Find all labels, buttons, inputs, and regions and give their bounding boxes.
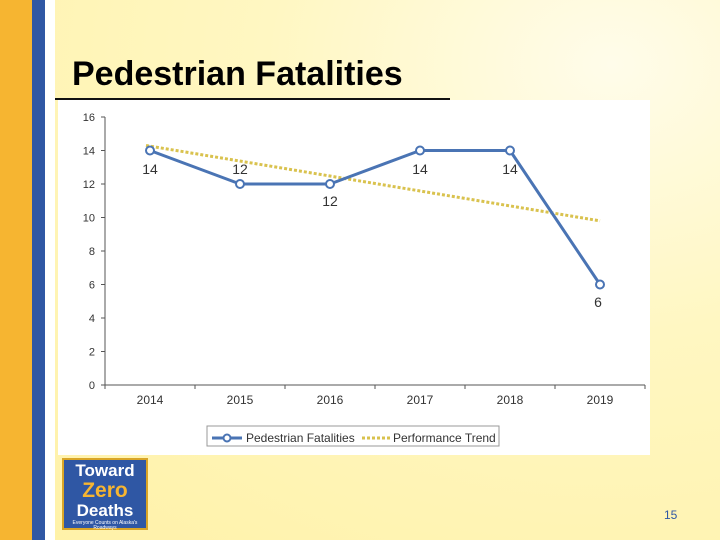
data-label: 14 — [412, 161, 428, 177]
x-tick-label: 2016 — [317, 393, 344, 407]
x-tick-label: 2015 — [227, 393, 254, 407]
performance-trend-series — [145, 143, 601, 223]
toward-zero-deaths-logo: Toward Zero Deaths Everyone Counts on Al… — [62, 458, 148, 531]
logo-text-zero: Zero — [82, 479, 128, 502]
data-point — [415, 145, 425, 156]
data-point — [595, 279, 605, 290]
x-tick-label: 2017 — [407, 393, 434, 407]
pedestrian-fatalities-series — [145, 145, 605, 290]
y-axis: 0 2 4 6 8 10 12 14 16 — [83, 112, 106, 392]
left-accent-bar-yellow — [0, 0, 32, 540]
legend-label-performance-trend: Performance Trend — [393, 431, 496, 445]
y-tick-label: 10 — [83, 213, 95, 225]
data-label: 14 — [502, 161, 518, 177]
page-number: 15 — [664, 508, 678, 522]
y-tick-label: 0 — [89, 380, 95, 392]
title-underline — [55, 98, 450, 100]
x-axis: 2014 2015 2016 2017 2018 2019 — [104, 384, 646, 407]
left-accent-bar-white — [45, 0, 55, 540]
data-label: 14 — [142, 161, 158, 177]
legend-marker — [222, 433, 232, 443]
y-tick-label: 4 — [89, 313, 95, 325]
data-labels: 14 12 12 14 14 6 — [142, 161, 602, 310]
data-point — [505, 145, 515, 156]
data-point — [235, 179, 245, 189]
x-tick-label: 2019 — [587, 393, 614, 407]
data-point — [325, 179, 335, 189]
y-tick-label: 8 — [89, 246, 95, 258]
trend-line — [145, 143, 601, 223]
logo-tagline: Everyone Counts on Alaska's Roadways — [72, 520, 138, 531]
legend-frame — [206, 425, 500, 447]
legend-label-pedestrian-fatalities: Pedestrian Fatalities — [246, 431, 355, 445]
data-label: 12 — [232, 161, 248, 177]
data-point — [145, 145, 155, 156]
y-tick-label: 12 — [83, 179, 95, 191]
logo-text-deaths: Deaths — [76, 501, 134, 520]
x-tick-label: 2014 — [137, 393, 164, 407]
series-line — [149, 149, 602, 286]
chart-area — [58, 100, 650, 455]
slide-title: Pedestrian Fatalities — [72, 55, 403, 93]
data-label: 6 — [594, 294, 602, 310]
logo-text-toward: Toward — [75, 461, 135, 480]
chart-legend: Pedestrian Fatalities Performance Trend — [206, 425, 500, 447]
y-tick-label: 14 — [83, 146, 95, 158]
data-label: 12 — [322, 193, 338, 209]
x-tick-label: 2018 — [497, 393, 524, 407]
y-tick-label: 16 — [83, 112, 95, 124]
left-accent-bar-blue — [32, 0, 45, 540]
y-tick-label: 6 — [89, 280, 95, 292]
y-tick-label: 2 — [89, 347, 95, 359]
